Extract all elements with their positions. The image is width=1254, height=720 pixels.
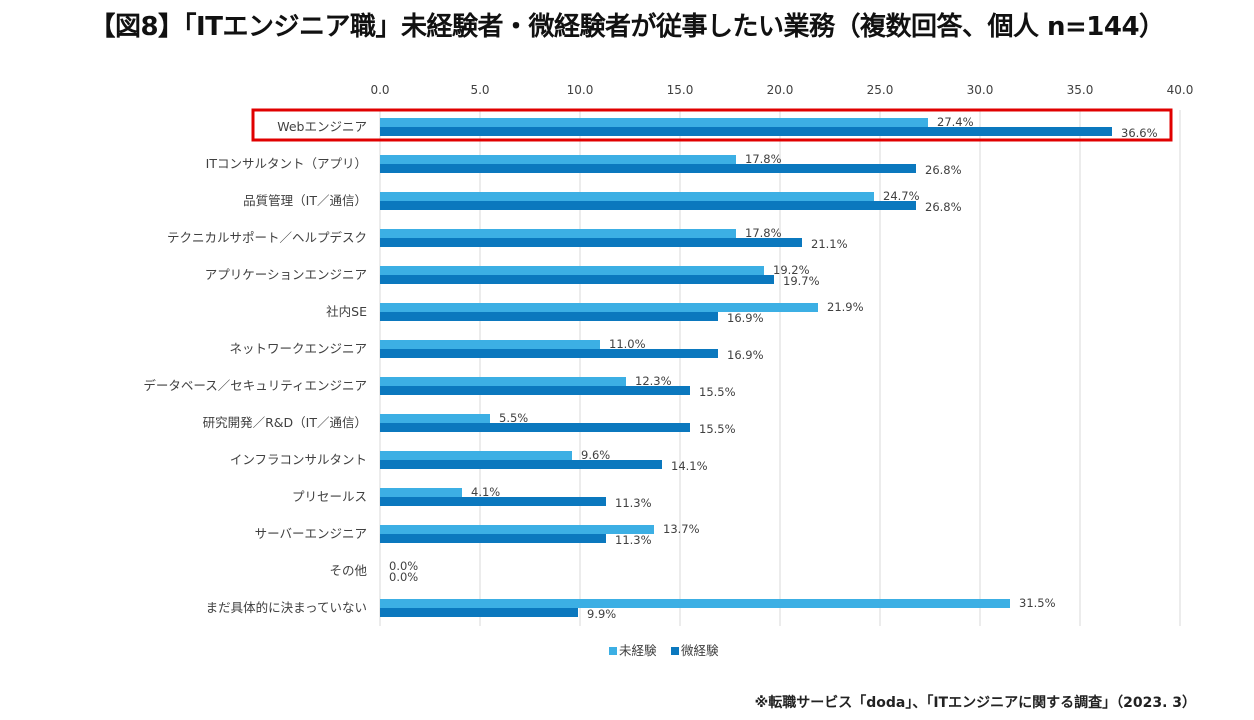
x-tick-label: 40.0 (1167, 83, 1194, 97)
data-label-series-2: 21.1% (811, 237, 848, 251)
category-label: プリセールス (292, 489, 367, 504)
data-label-series-2: 15.5% (699, 385, 736, 399)
bar-series-2 (380, 534, 606, 543)
data-label-series-2: 0.0% (389, 570, 418, 584)
data-label-series-2: 15.5% (699, 422, 736, 436)
bar-series-1 (380, 155, 736, 164)
legend-swatch-series-2 (671, 647, 679, 655)
grid-lines (379, 110, 1181, 626)
bar-series-2 (380, 275, 774, 284)
bar-series-1 (380, 118, 928, 127)
x-axis-ticks: 0.0 5.0 10.0 15.0 20.0 25.0 30.0 35.0 40.0 (370, 83, 1193, 97)
data-labels: 27.4% 36.6% 17.8% 26.8% 24.7% 26.8% 17.8% 21.1%… (389, 115, 1158, 621)
x-tick-label: 25.0 (867, 83, 894, 97)
data-label-series-1: 31.5% (1019, 596, 1056, 610)
bar-series-1 (380, 377, 626, 386)
data-label-series-2: 11.3% (615, 496, 652, 510)
legend-swatch-series-1 (609, 647, 617, 655)
category-label: ネットワークエンジニア (229, 341, 367, 356)
bar-series-1 (380, 192, 874, 201)
category-label: アプリケーションエンジニア (205, 267, 367, 282)
data-label-series-2: 16.9% (727, 311, 764, 325)
category-label: インフラコンサルタント (230, 452, 367, 467)
category-label: テクニカルサポート／ヘルプデスク (167, 230, 367, 245)
highlight (251, 108, 1173, 142)
x-tick-label: 0.0 (370, 83, 389, 97)
bar-series-1 (380, 488, 462, 497)
data-label-series-1: 0.0% (389, 559, 418, 573)
legend-label-series-1: 未経験 (619, 643, 657, 658)
bar-series-2 (380, 608, 578, 617)
data-label-series-2: 26.8% (925, 200, 962, 214)
bar-series-2 (380, 238, 802, 247)
legend: 未経験 微経験 (609, 643, 719, 658)
data-label-series-2: 14.1% (671, 459, 708, 473)
bar-series-2 (380, 312, 718, 321)
bar-chart: 0.0 5.0 10.0 15.0 20.0 25.0 30.0 35.0 40.0 Webエン… (143, 83, 1193, 658)
bar-series-2 (380, 164, 916, 173)
bar-series-2 (380, 423, 690, 432)
bars (380, 118, 1112, 617)
x-tick-label: 35.0 (1067, 83, 1094, 97)
x-tick-label: 15.0 (667, 83, 694, 97)
bar-series-2 (380, 460, 662, 469)
bar-series-2 (380, 201, 916, 210)
bar-series-2 (380, 497, 606, 506)
bar-series-1 (380, 229, 736, 238)
data-label-series-1: 12.3% (635, 374, 672, 388)
category-labels: Webエンジニア ITコンサルタント（アプリ） 品質管理（IT／通信） テクニカルサポ… (143, 119, 367, 615)
data-label-series-1: 27.4% (937, 115, 974, 129)
highlight-box (251, 108, 1173, 142)
bar-series-1 (380, 340, 600, 349)
data-label-series-1: 17.8% (745, 226, 782, 240)
category-label: まだ具体的に決まっていない (206, 600, 367, 615)
data-label-series-1: 11.0% (609, 337, 646, 351)
data-label-series-1: 4.1% (471, 485, 500, 499)
data-label-series-1: 5.5% (499, 411, 528, 425)
data-label-series-1: 9.6% (581, 448, 610, 462)
category-label: 社内SE (326, 304, 367, 319)
bar-series-2 (380, 127, 1112, 136)
data-label-series-1: 13.7% (663, 522, 700, 536)
data-label-series-1: 24.7% (883, 189, 920, 203)
category-label: サーバーエンジニア (255, 526, 367, 541)
bar-series-1 (380, 266, 764, 275)
data-label-series-2: 19.7% (783, 274, 820, 288)
bar-series-1 (380, 451, 572, 460)
category-label: 品質管理（IT／通信） (243, 193, 367, 208)
data-label-series-2: 26.8% (925, 163, 962, 177)
data-label-series-1: 19.2% (773, 263, 810, 277)
data-label-series-2: 9.9% (587, 607, 616, 621)
category-label: その他 (329, 563, 367, 578)
x-tick-label: 10.0 (567, 83, 594, 97)
category-label: ITコンサルタント（アプリ） (206, 156, 367, 171)
category-label: Webエンジニア (277, 119, 367, 134)
bar-series-2 (380, 386, 690, 395)
data-label-series-1: 21.9% (827, 300, 864, 314)
bar-series-1 (380, 599, 1010, 608)
bar-series-1 (380, 414, 490, 423)
data-label-series-2: 16.9% (727, 348, 764, 362)
bar-series-1 (380, 303, 818, 312)
category-label: 研究開発／R&D（IT／通信） (203, 415, 367, 430)
x-tick-label: 30.0 (967, 83, 994, 97)
category-label: データベース／セキュリティエンジニア (143, 378, 367, 393)
x-tick-label: 5.0 (470, 83, 489, 97)
legend-label-series-2: 微経験 (681, 643, 719, 658)
bar-series-1 (380, 525, 654, 534)
source-note: ※転職サービス「doda」、「ITエンジニアに関する調査」（2023. 3） (754, 695, 1196, 711)
bar-series-2 (380, 349, 718, 358)
data-label-series-2: 36.6% (1121, 126, 1158, 140)
chart-title: 【図8】「ITエンジニア職」未経験者・微経験者が従事したい業務（複数回答、個人 … (89, 12, 1165, 42)
x-tick-label: 20.0 (767, 83, 794, 97)
data-label-series-1: 17.8% (745, 152, 782, 166)
data-label-series-2: 11.3% (615, 533, 652, 547)
